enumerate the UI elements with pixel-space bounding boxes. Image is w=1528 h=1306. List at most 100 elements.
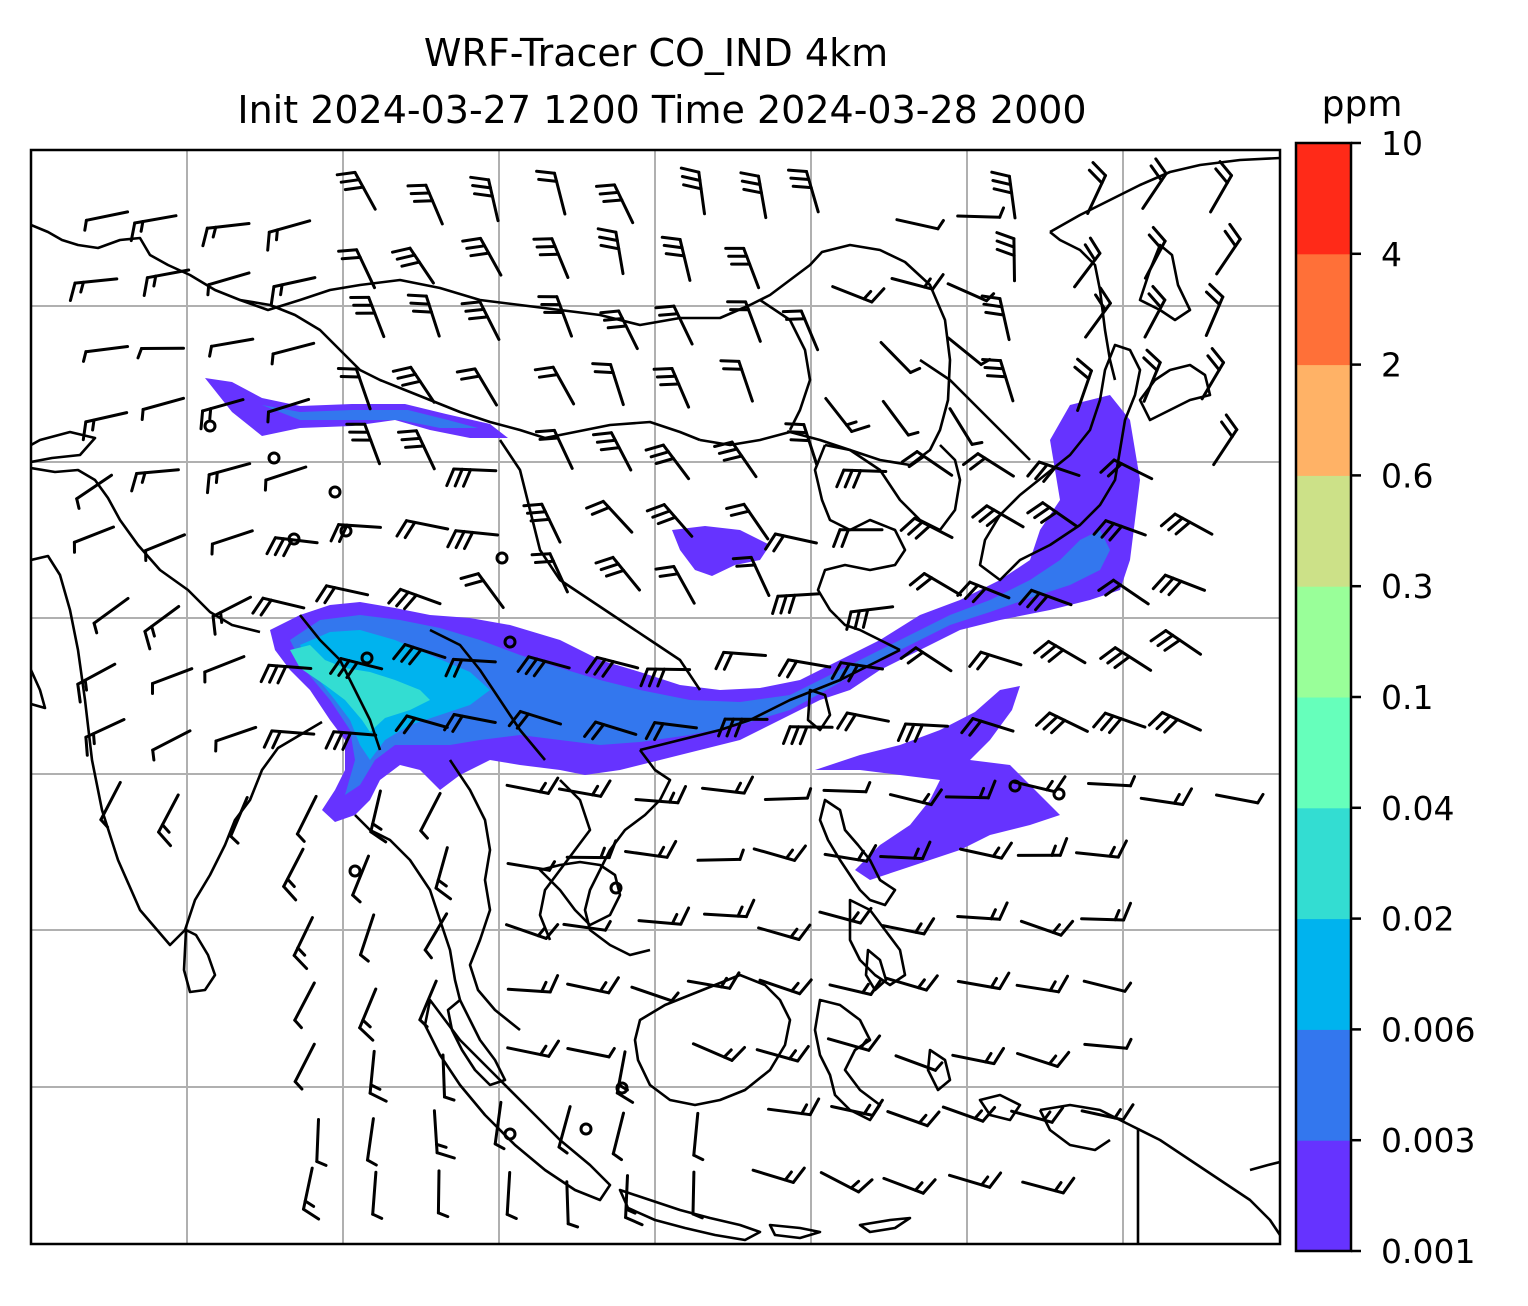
wind-barb-feather	[315, 584, 328, 603]
wind-barb-feather	[507, 710, 522, 728]
wind-barb-feather	[594, 555, 615, 565]
wind-barb-feather	[1026, 591, 1041, 609]
wind-barb-feather	[76, 682, 82, 704]
wind-barb-feather	[973, 1109, 983, 1120]
wind-barb-feather	[654, 565, 676, 571]
wind-barb-feather	[865, 844, 878, 863]
wind-barb-feather	[92, 621, 99, 635]
wind-barb-feather	[1167, 516, 1184, 532]
wind-barb-feather	[129, 221, 137, 243]
wind-barb-feather	[607, 839, 618, 860]
wind-barb-feather	[139, 220, 145, 233]
wind-barb-feather	[591, 784, 600, 797]
calm-wind-circle	[348, 864, 362, 878]
wind-barb-feather	[1092, 711, 1107, 729]
wind-barb-feather	[436, 1211, 450, 1219]
wind-barb-feather	[656, 515, 677, 526]
wind-barb-feather	[984, 310, 1006, 317]
wind-barb-feather	[624, 1216, 644, 1227]
wind-barb-staff	[423, 912, 449, 952]
wind-barb-feather	[400, 436, 422, 442]
wind-barb-feather	[1035, 711, 1052, 727]
wind-barb-feather	[956, 580, 972, 597]
wind-barb-feather	[140, 471, 147, 484]
wind-barb-feather	[229, 834, 240, 845]
wind-barb-feather	[849, 1179, 861, 1190]
wind-barb-feather	[784, 422, 806, 427]
wind-barb-feather	[336, 367, 358, 371]
wind-barb-feather	[850, 911, 860, 923]
wind-barb-feather	[338, 523, 349, 543]
wind-barb-feather	[282, 885, 298, 902]
wind-barb-feather	[1042, 466, 1057, 483]
wind-barb-feather	[983, 366, 1005, 371]
wind-barb-feather	[909, 366, 922, 374]
wind-barb-feather	[279, 283, 284, 297]
wind-barb-feather	[369, 1083, 382, 1091]
wind-barb-feather	[276, 665, 288, 685]
wind-barb-staff	[506, 862, 551, 872]
wind-barb-feather	[540, 980, 548, 993]
wind-barb-feather	[351, 893, 362, 904]
wind-barb-feather	[211, 225, 218, 239]
wind-barb-staff	[214, 725, 258, 743]
wind-barb-feather	[847, 663, 860, 683]
wind-barb-feather	[397, 429, 418, 434]
wind-barb-staff	[944, 795, 990, 800]
wind-barb-feather	[679, 166, 701, 174]
wind-barb-feather	[1149, 629, 1168, 643]
wind-barb-feather	[369, 830, 388, 844]
wind-barb-feather	[265, 536, 277, 556]
wind-barb-feather	[206, 283, 211, 297]
wind-barb-feather	[789, 927, 799, 939]
wind-barb-feather	[1099, 646, 1117, 660]
wind-barb-feather	[787, 168, 808, 173]
wind-barb-feather	[924, 974, 939, 992]
wind-barb-feather	[547, 860, 556, 872]
wind-barb-feather	[728, 971, 741, 990]
wind-barb-staff	[692, 1111, 700, 1157]
colorbar-ticks: 0.001 0.003 0.006 0.02 0.04 0.1 0.3 0.6 2 4 10	[1351, 124, 1475, 1271]
wind-barb-feather	[599, 981, 608, 993]
wind-barb-feather	[840, 528, 850, 548]
wind-barb-feather	[991, 179, 1012, 187]
wind-barb-feather	[161, 823, 171, 834]
wind-barb-feather	[1163, 638, 1182, 652]
wind-barb-staff	[436, 1169, 441, 1215]
wind-barb-feather	[371, 822, 383, 831]
wind-barb-feather	[534, 428, 556, 434]
wind-barb-staff	[441, 1053, 446, 1099]
wind-barb-feather	[408, 648, 423, 666]
wind-barb-feather	[733, 717, 744, 738]
wind-barb-feather	[713, 440, 734, 448]
wind-barb-feather	[436, 878, 448, 888]
plume-main-mid	[290, 530, 1110, 795]
wind-barb-feather	[270, 352, 275, 366]
wind-barb-feather	[444, 657, 455, 678]
wind-barb-staff	[210, 337, 255, 348]
wind-barb-feather	[772, 534, 786, 553]
wind-barb-feather	[130, 472, 139, 493]
wind-barb-feather	[460, 374, 481, 381]
wind-barb-feather	[1181, 787, 1193, 806]
wind-barb-feather	[515, 712, 530, 730]
wind-barb-feather	[1113, 909, 1121, 922]
wind-barb-feather	[896, 722, 908, 742]
wind-barb-feather	[869, 978, 883, 996]
wind-barb-feather	[976, 653, 991, 671]
calm-wind-circle	[579, 1122, 593, 1136]
wind-barb-feather	[989, 977, 998, 989]
wind-barb-staff	[1215, 793, 1260, 805]
wind-barb-feather	[739, 171, 760, 178]
wind-barb-feather	[394, 714, 409, 732]
wind-barb-feather	[1047, 648, 1065, 663]
wind-barb-feather	[1034, 594, 1049, 612]
wind-barb-feather	[1224, 413, 1239, 432]
wind-barb-feather	[446, 529, 458, 549]
wind-barb-feather	[921, 840, 932, 861]
wind-barb-feather	[798, 978, 813, 996]
wind-barb-feather	[913, 723, 924, 743]
wind-barb-feather	[1156, 633, 1175, 648]
wind-barb-feather	[150, 624, 156, 638]
wind-barb-staff	[1082, 979, 1127, 993]
